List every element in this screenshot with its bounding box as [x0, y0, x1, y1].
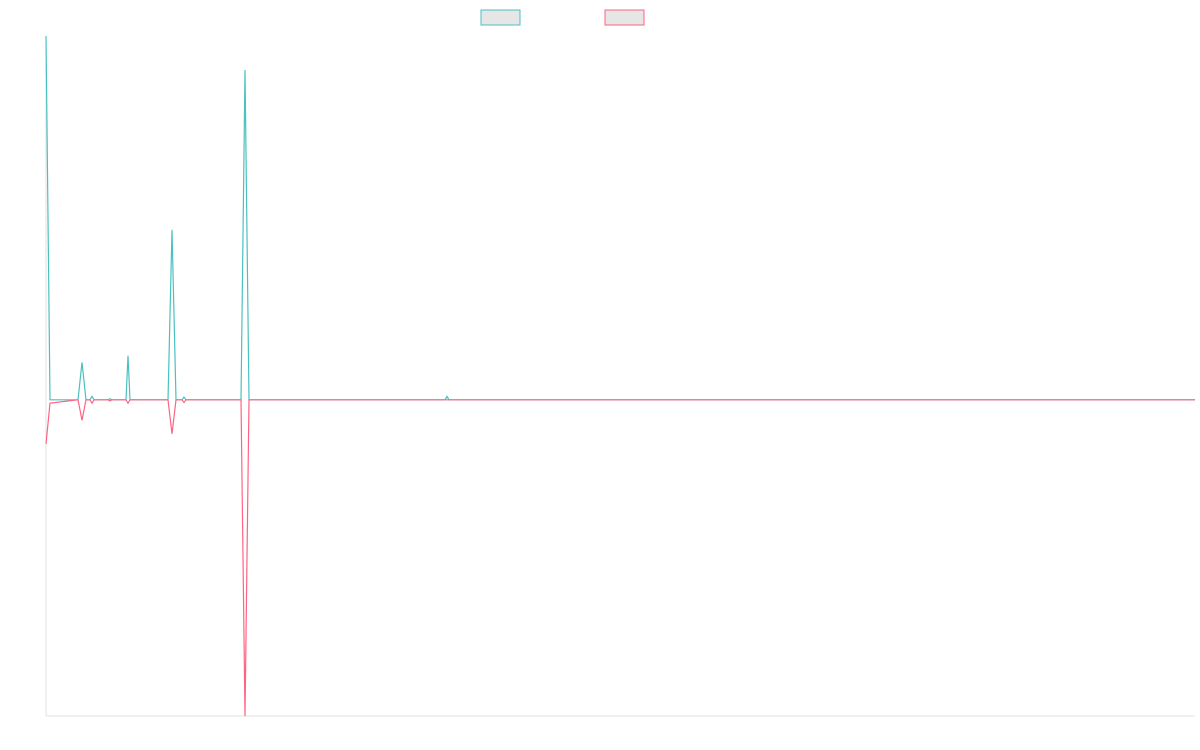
series-line: [45, 35, 1195, 401]
legend-swatch[interactable]: [480, 9, 521, 26]
series-line: [45, 399, 1195, 717]
legend-swatch[interactable]: [604, 9, 645, 26]
